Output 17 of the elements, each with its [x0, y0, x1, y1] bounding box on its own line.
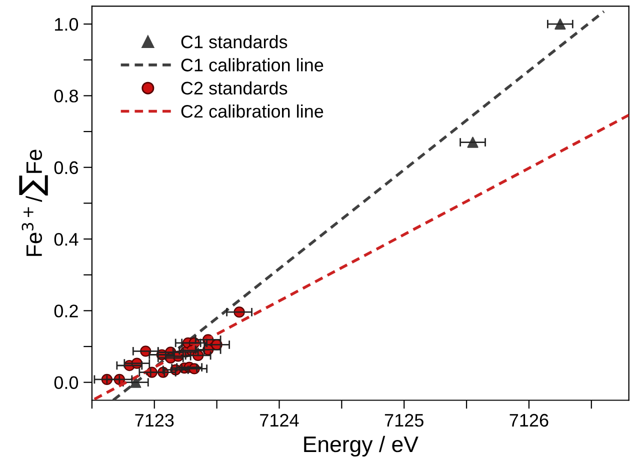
- y-tick-label: 0.6: [54, 161, 78, 174]
- x-tick-label: 7123: [135, 414, 174, 427]
- point: [554, 18, 566, 30]
- y-axis-title: Fe$^{3+}$/∑Fe: [19, 150, 48, 256]
- legend-label: C1 standards: [181, 35, 288, 48]
- x-axis-title: Energy / eV: [304, 436, 418, 457]
- x-tick-label: 7124: [260, 414, 299, 427]
- x-tick-label: 7125: [384, 414, 424, 427]
- legend-label: C2 calibration line: [181, 104, 324, 118]
- y-tick-label: 0.8: [54, 90, 78, 102]
- y-tick-label: 0.2: [54, 304, 78, 318]
- legend-label: C2 standards: [181, 81, 288, 95]
- legend-label: C1 calibration line: [181, 58, 324, 72]
- y-tick-label: 1.0: [55, 18, 78, 31]
- y-tick-label: 0.0: [54, 376, 78, 390]
- x-tick-label: 7126: [510, 414, 548, 427]
- y-tick-label: 0.4: [54, 232, 78, 246]
